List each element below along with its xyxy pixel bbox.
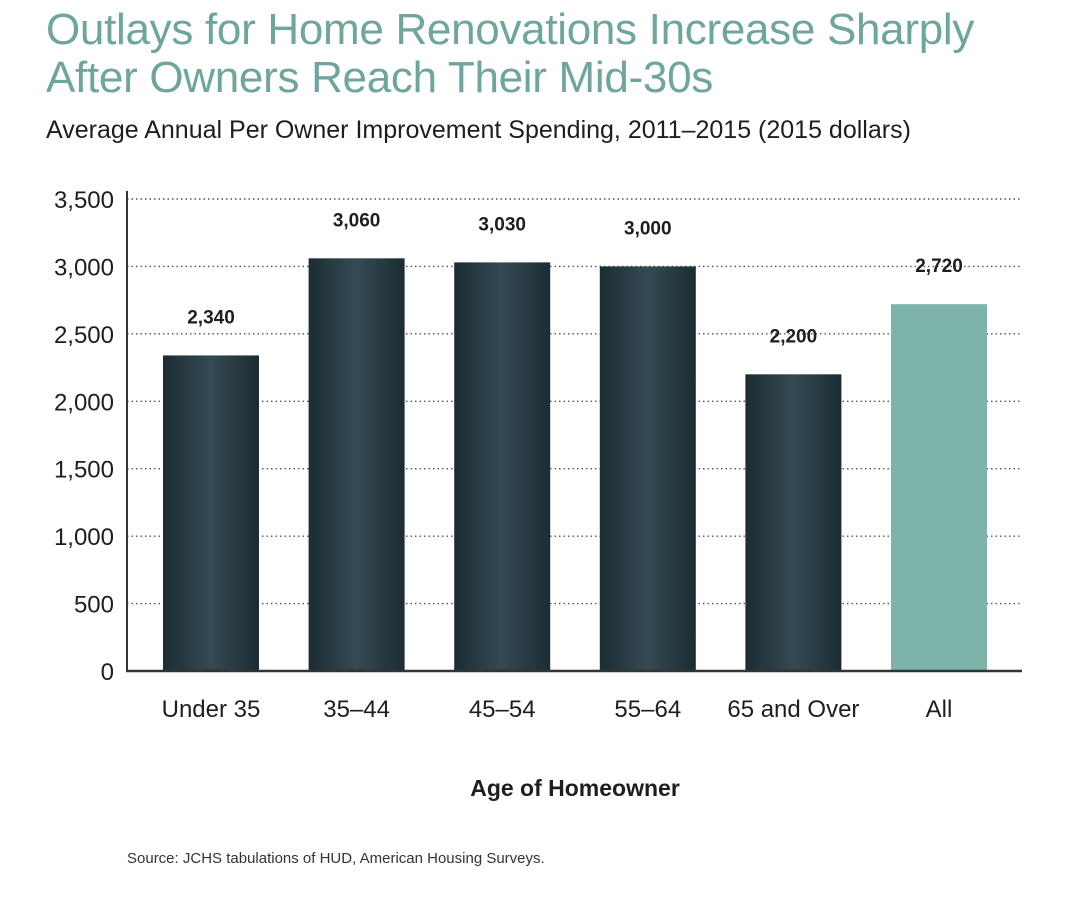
y-tick-label: 2,000 (54, 389, 114, 416)
x-tick-label: 55–64 (614, 696, 681, 723)
data-label: 3,000 (624, 218, 672, 239)
y-tick-label: 1,500 (54, 457, 114, 484)
data-label: 3,060 (333, 210, 381, 231)
bars (163, 258, 987, 671)
y-tick-label: 0 (101, 659, 114, 686)
bar (599, 266, 696, 671)
bar (308, 258, 405, 671)
bar (454, 262, 551, 671)
y-tick-label: 2,500 (54, 322, 114, 349)
x-tick-label: All (926, 696, 953, 723)
y-tick-label: 3,000 (54, 254, 114, 281)
bar (745, 374, 842, 671)
source-note: Source: JCHS tabulations of HUD, America… (127, 850, 545, 867)
data-label: 3,030 (478, 214, 526, 235)
y-tick-label: 500 (74, 592, 114, 619)
labels: 0 500 1,000 1,500 2,000 2,500 3,000 3,500 2,340 U… (54, 187, 963, 801)
bar (891, 304, 987, 671)
y-tick-label: 3,500 (54, 187, 114, 214)
x-tick-label: 65 and Over (727, 696, 859, 723)
data-label: 2,200 (770, 326, 818, 347)
chart-subtitle: Average Annual Per Owner Improvement Spe… (46, 116, 911, 144)
x-axis-title: Age of Homeowner (470, 775, 680, 801)
x-tick-label: 45–54 (469, 696, 536, 723)
chart-title: Outlays for Home Renovations Increase Sh… (46, 5, 975, 102)
gridlines (127, 198, 1022, 605)
data-label: 2,720 (915, 256, 963, 277)
y-tick-label: 1,000 (54, 524, 114, 551)
x-tick-label: 35–44 (323, 696, 390, 723)
bar (163, 355, 259, 671)
x-tick-label: Under 35 (162, 696, 261, 723)
axes (126, 191, 1022, 673)
data-label: 2,340 (187, 307, 235, 328)
